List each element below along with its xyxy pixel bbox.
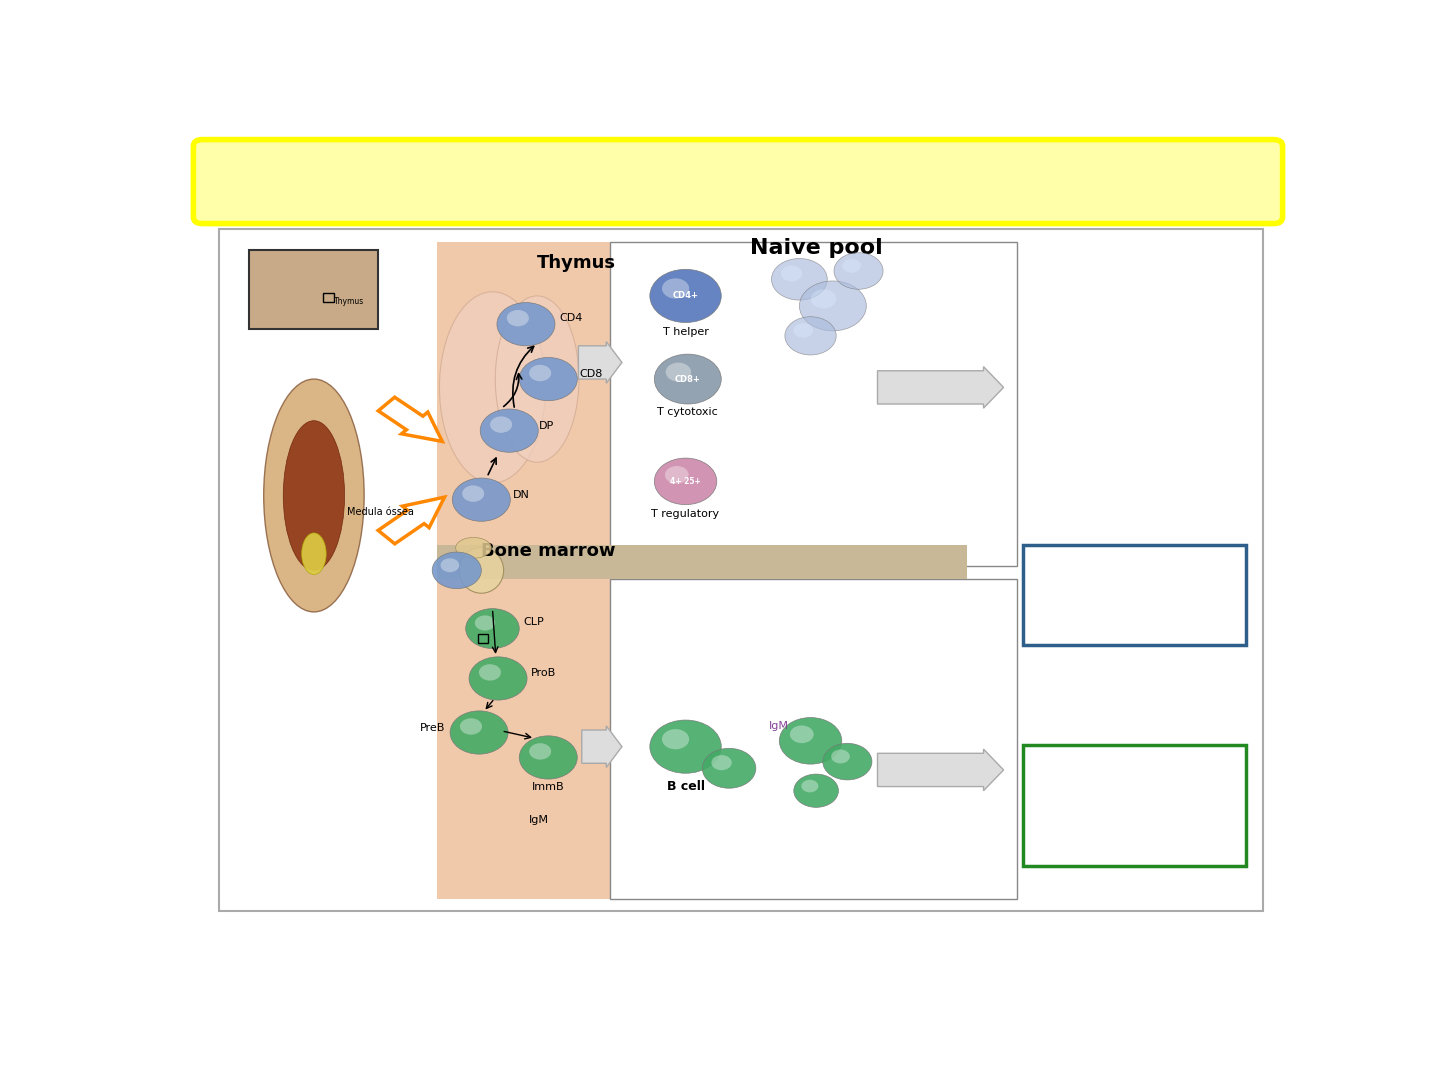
Bar <box>436 575 609 899</box>
Text: CD8+: CD8+ <box>675 375 701 383</box>
FancyArrow shape <box>877 750 1004 791</box>
FancyBboxPatch shape <box>193 139 1283 224</box>
Bar <box>219 229 1263 912</box>
Circle shape <box>452 478 510 522</box>
FancyArrow shape <box>582 726 622 768</box>
Text: CD8: CD8 <box>579 369 603 379</box>
Circle shape <box>465 609 520 648</box>
Text: DP: DP <box>540 420 554 431</box>
Ellipse shape <box>459 548 504 593</box>
Circle shape <box>831 750 850 764</box>
Circle shape <box>785 316 837 355</box>
Circle shape <box>432 552 481 589</box>
Text: IgM: IgM <box>530 814 549 825</box>
Text: CD4: CD4 <box>560 313 583 323</box>
Text: ProB: ProB <box>530 667 556 677</box>
Text: Medula óssea: Medula óssea <box>347 508 415 517</box>
Circle shape <box>802 780 818 793</box>
Text: B cell: B cell <box>667 780 704 793</box>
Circle shape <box>842 259 861 273</box>
FancyArrow shape <box>877 366 1004 408</box>
Text: CLP: CLP <box>524 617 544 626</box>
Text: CD4+: CD4+ <box>672 292 698 300</box>
Bar <box>609 242 1017 566</box>
Circle shape <box>793 323 814 338</box>
Bar <box>249 251 377 329</box>
Circle shape <box>507 310 528 326</box>
Circle shape <box>480 664 501 680</box>
Text: 4+ 25+: 4+ 25+ <box>670 477 701 486</box>
Circle shape <box>703 748 756 788</box>
Circle shape <box>475 616 495 631</box>
Circle shape <box>520 735 577 779</box>
Bar <box>436 242 609 566</box>
Text: T cytotoxic: T cytotoxic <box>658 407 719 417</box>
Bar <box>478 634 488 643</box>
Bar <box>436 545 966 579</box>
Circle shape <box>451 711 508 754</box>
Text: DN: DN <box>513 489 530 500</box>
Circle shape <box>649 269 721 323</box>
Ellipse shape <box>284 420 344 570</box>
Circle shape <box>779 717 842 765</box>
Circle shape <box>469 657 527 700</box>
Circle shape <box>480 409 539 453</box>
Text: Thymus: Thymus <box>537 254 616 272</box>
Bar <box>323 294 334 301</box>
Circle shape <box>711 755 732 770</box>
Circle shape <box>654 354 721 404</box>
Text: T helper: T helper <box>662 326 708 337</box>
Ellipse shape <box>455 538 491 558</box>
FancyArrow shape <box>379 397 442 442</box>
Text: Naive pool: Naive pool <box>750 238 883 258</box>
Circle shape <box>528 743 552 759</box>
Text: Thymus: Thymus <box>334 297 364 307</box>
Circle shape <box>791 726 814 743</box>
Circle shape <box>497 302 554 346</box>
Circle shape <box>665 465 688 484</box>
Circle shape <box>793 774 838 808</box>
Bar <box>609 579 1017 899</box>
Circle shape <box>490 417 513 433</box>
Circle shape <box>822 743 873 780</box>
Ellipse shape <box>264 379 364 612</box>
Circle shape <box>772 258 828 300</box>
FancyArrow shape <box>379 497 445 544</box>
Circle shape <box>649 720 721 773</box>
Circle shape <box>520 357 577 401</box>
Text: T regulatory: T regulatory <box>651 509 720 518</box>
Text: IgM: IgM <box>769 720 789 731</box>
FancyArrow shape <box>579 341 622 383</box>
Circle shape <box>811 289 837 309</box>
Circle shape <box>459 718 482 734</box>
Circle shape <box>528 365 552 381</box>
Circle shape <box>799 281 867 330</box>
Circle shape <box>834 253 883 289</box>
Text: PreB: PreB <box>420 724 445 733</box>
Circle shape <box>665 363 691 381</box>
Text: Bone marrow: Bone marrow <box>481 542 615 561</box>
Circle shape <box>662 279 690 298</box>
Ellipse shape <box>301 532 327 575</box>
Circle shape <box>662 729 690 750</box>
Bar <box>1022 545 1246 645</box>
Circle shape <box>441 558 459 572</box>
Ellipse shape <box>439 292 546 483</box>
Text: ImmB: ImmB <box>531 782 564 792</box>
Circle shape <box>654 458 717 504</box>
Ellipse shape <box>495 296 579 462</box>
Circle shape <box>780 266 802 282</box>
Circle shape <box>462 485 484 502</box>
Bar <box>1022 745 1246 865</box>
